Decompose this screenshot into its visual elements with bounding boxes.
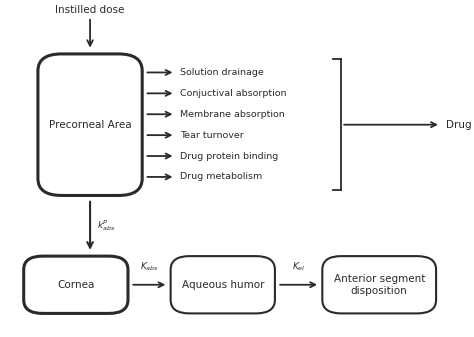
FancyBboxPatch shape [38, 54, 142, 195]
Text: Drug protein binding: Drug protein binding [180, 152, 278, 160]
FancyBboxPatch shape [24, 256, 128, 313]
Text: Membrane absorption: Membrane absorption [180, 110, 285, 119]
Text: $K_{el}$: $K_{el}$ [292, 261, 305, 273]
Text: $K_{abs}$: $K_{abs}$ [140, 261, 159, 273]
Text: Precorneal Area: Precorneal Area [49, 120, 131, 130]
Text: Conjuctival absorption: Conjuctival absorption [180, 89, 287, 98]
Text: $k^P_{abs}$: $k^P_{abs}$ [97, 218, 116, 233]
Text: Aqueous humor: Aqueous humor [182, 280, 264, 290]
FancyBboxPatch shape [322, 256, 436, 313]
Text: Instilled dose: Instilled dose [55, 5, 125, 15]
Text: Tear turnover: Tear turnover [180, 131, 244, 140]
Text: Anterior segment
disposition: Anterior segment disposition [334, 274, 425, 296]
Text: Drug loss: Drug loss [446, 120, 474, 130]
Text: Drug metabolism: Drug metabolism [180, 173, 263, 181]
Text: Cornea: Cornea [57, 280, 94, 290]
FancyBboxPatch shape [171, 256, 275, 313]
Text: Solution drainage: Solution drainage [180, 68, 264, 77]
